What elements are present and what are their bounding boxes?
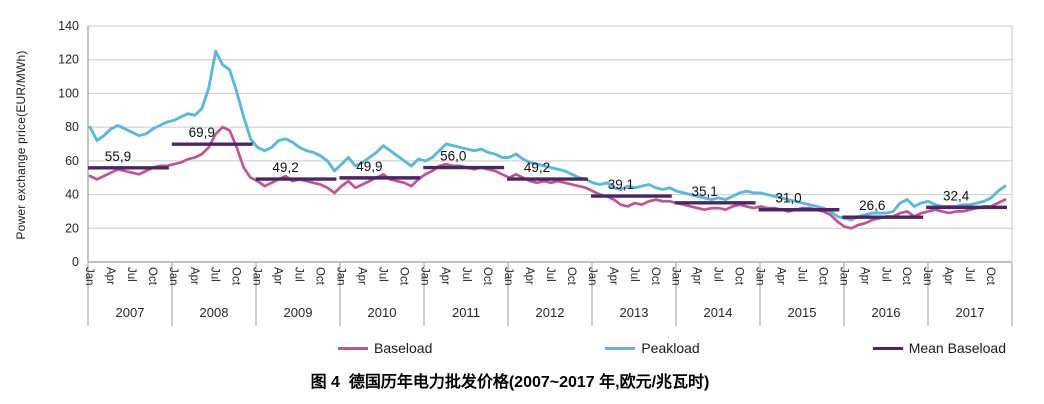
x-tick-month-label: Oct [146,267,158,286]
peakload-line-swatch-icon [605,346,636,350]
x-tick-month-label: Jul [628,267,640,282]
mean-value-label-2009: 49,2 [272,160,298,175]
x-tick-month-label: Jan [670,267,682,286]
x-tick-month-label: Apr [942,267,954,285]
mean-value-label-2017: 32,4 [943,188,970,203]
x-tick-month-label: Apr [607,267,619,285]
legend-item-peakload: Peakload [605,340,700,356]
x-year-label-2014: 2014 [704,305,733,320]
x-tick-month-label: Apr [188,267,200,285]
x-year-label-2007: 2007 [116,305,145,320]
figure-caption: 图 4 德国历年电力批发价格(2007~2017 年,欧元/兆瓦时) [310,374,710,391]
x-year-label-2017: 2017 [956,305,985,320]
x-year-label-2009: 2009 [284,305,313,320]
mean-value-label-2013: 39,1 [608,177,634,192]
x-tick-month-label: Apr [104,267,116,285]
mean-value-label-2007: 55,9 [105,149,131,164]
x-year-label-2010: 2010 [368,305,397,320]
x-tick-month-label: Oct [733,267,745,286]
y-tick-label-60: 60 [65,154,79,168]
mean-value-label-2016: 26,6 [859,198,885,213]
chart-legend: Baseload Peakload Mean Baseload [338,338,1006,358]
x-tick-month-label: Jan [418,267,430,286]
x-tick-month-label: Apr [774,267,786,285]
x-tick-month-label: Jul [544,267,556,282]
x-tick-month-label: Jan [837,267,849,286]
y-axis-title: Power exchange price(EUR/MWh) [14,50,28,240]
legend-item-baseload: Baseload [338,340,432,356]
x-tick-month-label: Oct [649,267,661,286]
legend-label-baseload: Baseload [374,340,433,356]
x-tick-month-label: Jul [125,267,137,282]
legend-item-mean-baseload: Mean Baseload [872,340,1006,356]
x-year-label-2011: 2011 [452,305,480,320]
mean-value-label-2014: 35,1 [692,184,718,199]
mean-value-label-2015: 31,0 [775,191,801,206]
x-year-label-2012: 2012 [536,305,565,320]
x-tick-month-label: Jan [83,267,95,286]
y-tick-label-80: 80 [65,120,79,134]
x-tick-month-label: Jan [754,267,766,286]
x-tick-month-label: Oct [397,267,409,286]
x-tick-month-label: Jan [334,267,346,286]
price-chart-plot: 0 20 40 60 80 100 120 140 Jan Apr Jul Oct 2007 Jan Apr… [58,19,1013,326]
x-tick-month-label: Jan [921,267,933,286]
peakload-line [88,49,1007,222]
baseload-line-swatch-icon [338,346,368,350]
y-tick-label-120: 120 [58,53,79,67]
mean-value-label-2010: 49,9 [356,159,382,174]
mean-value-label-2008: 69,9 [189,125,215,140]
x-tick-month-label: Jan [586,267,598,286]
x-tick-month-label: Jul [795,267,807,282]
legend-label-peakload: Peakload [641,340,700,356]
x-tick-month-label: Jul [209,267,221,282]
x-tick-month-label: Jul [712,267,724,282]
x-year-label-2015: 2015 [788,305,817,320]
x-tick-month-label: Jan [502,267,514,286]
x-tick-month-label: Jan [251,267,263,286]
x-tick-month-label: Oct [313,267,325,286]
x-tick-month-label: Oct [900,267,912,286]
x-tick-month-label: Apr [272,267,284,285]
x-tick-month-label: Jul [963,267,975,282]
baseload-line [88,125,1007,230]
mean-value-label-2012: 49,2 [524,160,550,175]
x-tick-month-label: Apr [355,267,367,285]
mean-value-label-2011: 56,0 [440,149,466,164]
x-tick-month-label: Oct [816,267,828,286]
x-year-label-2013: 2013 [620,305,649,320]
x-tick-month-label: Apr [439,267,451,285]
mean-baseload-line-swatch-icon [872,346,903,350]
x-year-label-2016: 2016 [872,305,901,320]
x-tick-month-label: Oct [481,267,493,286]
y-tick-label-40: 40 [65,188,79,202]
x-tick-month-label: Apr [691,267,703,285]
y-tick-label-100: 100 [58,86,79,100]
x-year-label-2008: 2008 [200,305,229,320]
y-tick-label-20: 20 [65,221,79,235]
x-tick-month-label: Apr [523,267,535,285]
x-tick-month-label: Jan [167,267,179,286]
legend-label-mean-baseload: Mean Baseload [908,340,1006,356]
x-tick-month-label: Oct [984,267,996,286]
x-tick-month-label: Jul [460,267,472,282]
y-tick-label-140: 140 [58,19,79,33]
x-tick-month-label: Oct [230,267,242,286]
y-tick-label-0: 0 [72,255,79,269]
x-tick-month-label: Jul [293,267,305,282]
x-tick-month-label: Apr [858,267,870,285]
x-tick-month-label: Jul [879,267,891,282]
x-tick-month-label: Jul [376,267,388,282]
x-tick-month-label: Oct [565,267,577,286]
